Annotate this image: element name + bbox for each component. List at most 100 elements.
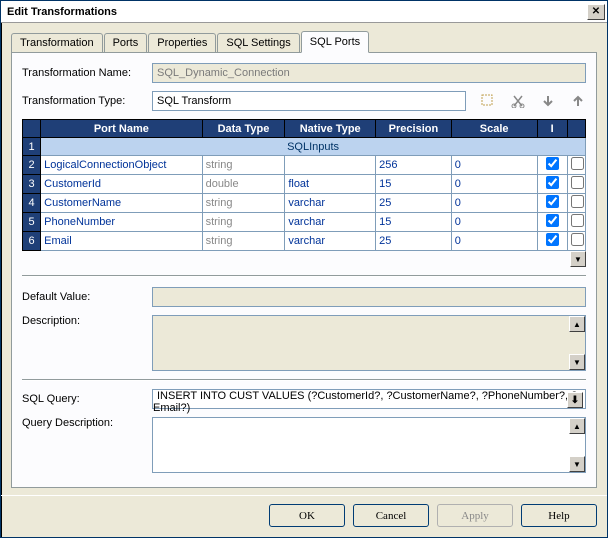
header-i[interactable]: I xyxy=(537,120,567,138)
header-scale[interactable]: Scale xyxy=(451,120,537,138)
cell-prec[interactable]: 25 xyxy=(376,232,452,251)
checkbox-i[interactable] xyxy=(546,233,559,246)
separator xyxy=(22,379,586,381)
tab-ports[interactable]: Ports xyxy=(104,33,148,52)
transformation-name-field: SQL_Dynamic_Connection xyxy=(152,63,586,83)
cell-scale[interactable]: 0 xyxy=(451,175,537,194)
rownum-5[interactable]: 5 xyxy=(23,213,41,232)
window-title: Edit Transformations xyxy=(7,6,587,18)
transformation-name-label: Transformation Name: xyxy=(22,67,152,79)
header-port-name[interactable]: Port Name xyxy=(41,120,202,138)
cell-o[interactable] xyxy=(567,213,585,232)
checkbox-o[interactable] xyxy=(571,157,584,170)
table-row: 4 CustomerName string varchar 25 0 xyxy=(23,194,586,213)
checkbox-o[interactable] xyxy=(571,195,584,208)
cell-ntype[interactable]: float xyxy=(285,175,376,194)
button-row: OK Cancel Apply Help xyxy=(1,495,607,537)
checkbox-i[interactable] xyxy=(546,176,559,189)
scroll-down-icon[interactable]: ▼ xyxy=(569,456,585,472)
header-native-type[interactable]: Native Type xyxy=(285,120,376,138)
default-value-field[interactable] xyxy=(152,287,586,307)
cell-port[interactable]: PhoneNumber xyxy=(41,213,202,232)
cell-prec[interactable]: 25 xyxy=(376,194,452,213)
default-value-label: Default Value: xyxy=(22,291,152,303)
cancel-button[interactable]: Cancel xyxy=(353,504,429,527)
separator xyxy=(22,275,586,277)
transformation-type-field[interactable]: SQL Transform xyxy=(152,91,466,111)
cell-scale[interactable]: 0 xyxy=(451,156,537,175)
cell-i[interactable] xyxy=(537,213,567,232)
cell-scale[interactable]: 0 xyxy=(451,194,537,213)
arrow-up-icon[interactable] xyxy=(570,93,586,109)
cell-i[interactable] xyxy=(537,194,567,213)
cell-dtype[interactable]: string xyxy=(202,232,285,251)
scroll-down-icon[interactable]: ▼ xyxy=(569,354,585,370)
ports-grid: Port Name Data Type Native Type Precisio… xyxy=(22,119,586,267)
select-icon[interactable] xyxy=(480,93,496,109)
description-field[interactable]: ▲ ▼ xyxy=(152,315,586,371)
table-row: 5 PhoneNumber string varchar 15 0 xyxy=(23,213,586,232)
checkbox-i[interactable] xyxy=(546,157,559,170)
cell-scale[interactable]: 0 xyxy=(451,232,537,251)
checkbox-o[interactable] xyxy=(571,176,584,189)
tab-properties[interactable]: Properties xyxy=(148,33,216,52)
tab-transformation[interactable]: Transformation xyxy=(11,33,103,52)
cell-o[interactable] xyxy=(567,175,585,194)
checkbox-i[interactable] xyxy=(546,214,559,227)
query-description-field[interactable]: ▲ ▼ xyxy=(152,417,586,473)
cell-dtype[interactable]: string xyxy=(202,156,285,175)
cell-prec[interactable]: 15 xyxy=(376,213,452,232)
tab-sql-settings[interactable]: SQL Settings xyxy=(217,33,299,52)
cell-i[interactable] xyxy=(537,156,567,175)
rownum-6[interactable]: 6 xyxy=(23,232,41,251)
cell-ntype[interactable]: varchar xyxy=(285,213,376,232)
cell-scale[interactable]: 0 xyxy=(451,213,537,232)
cell-prec[interactable]: 15 xyxy=(376,175,452,194)
cell-dtype[interactable]: string xyxy=(202,194,285,213)
cell-port[interactable]: CustomerId xyxy=(41,175,202,194)
table-row: 3 CustomerId double float 15 0 xyxy=(23,175,586,194)
cell-o[interactable] xyxy=(567,194,585,213)
cell-dtype[interactable]: double xyxy=(202,175,285,194)
cell-port[interactable]: CustomerName xyxy=(41,194,202,213)
tab-panel: Transformation Name: SQL_Dynamic_Connect… xyxy=(11,52,597,488)
cell-i[interactable] xyxy=(537,232,567,251)
checkbox-o[interactable] xyxy=(571,214,584,227)
ok-button[interactable]: OK xyxy=(269,504,345,527)
description-label: Description: xyxy=(22,315,152,327)
cell-prec[interactable]: 256 xyxy=(376,156,452,175)
dropdown-icon[interactable]: ⬇ xyxy=(567,392,583,408)
scroll-up-icon[interactable]: ▲ xyxy=(569,418,585,434)
group-label[interactable]: SQLInputs xyxy=(41,138,586,156)
cell-o[interactable] xyxy=(567,232,585,251)
sql-query-field[interactable]: INSERT INTO CUST VALUES (?CustomerId?, ?… xyxy=(152,389,586,409)
edit-transformations-dialog: Edit Transformations ✕ Transformation Po… xyxy=(0,0,608,538)
cut-icon[interactable] xyxy=(510,93,526,109)
cell-port[interactable]: Email xyxy=(41,232,202,251)
cell-o[interactable] xyxy=(567,156,585,175)
rownum-3[interactable]: 3 xyxy=(23,175,41,194)
scroll-down-icon[interactable]: ▼ xyxy=(570,251,586,267)
header-precision[interactable]: Precision xyxy=(376,120,452,138)
checkbox-o[interactable] xyxy=(571,233,584,246)
cell-ntype[interactable]: varchar xyxy=(285,232,376,251)
close-icon[interactable]: ✕ xyxy=(587,4,605,20)
header-o[interactable] xyxy=(567,120,585,138)
cell-ntype[interactable] xyxy=(285,156,376,175)
cell-port[interactable]: LogicalConnectionObject xyxy=(41,156,202,175)
cell-dtype[interactable]: string xyxy=(202,213,285,232)
arrow-down-icon[interactable] xyxy=(540,93,556,109)
rownum-4[interactable]: 4 xyxy=(23,194,41,213)
cell-i[interactable] xyxy=(537,175,567,194)
header-data-type[interactable]: Data Type xyxy=(202,120,285,138)
rownum-1[interactable]: 1 xyxy=(23,138,41,156)
tab-sql-ports[interactable]: SQL Ports xyxy=(301,31,369,53)
rownum-2[interactable]: 2 xyxy=(23,156,41,175)
scroll-up-icon[interactable]: ▲ xyxy=(569,316,585,332)
cell-ntype[interactable]: varchar xyxy=(285,194,376,213)
tab-strip: Transformation Ports Properties SQL Sett… xyxy=(11,31,597,52)
checkbox-i[interactable] xyxy=(546,195,559,208)
apply-button[interactable]: Apply xyxy=(437,504,513,527)
help-button[interactable]: Help xyxy=(521,504,597,527)
lower-form: Default Value: Description: ▲ ▼ SQL Quer… xyxy=(22,287,586,473)
